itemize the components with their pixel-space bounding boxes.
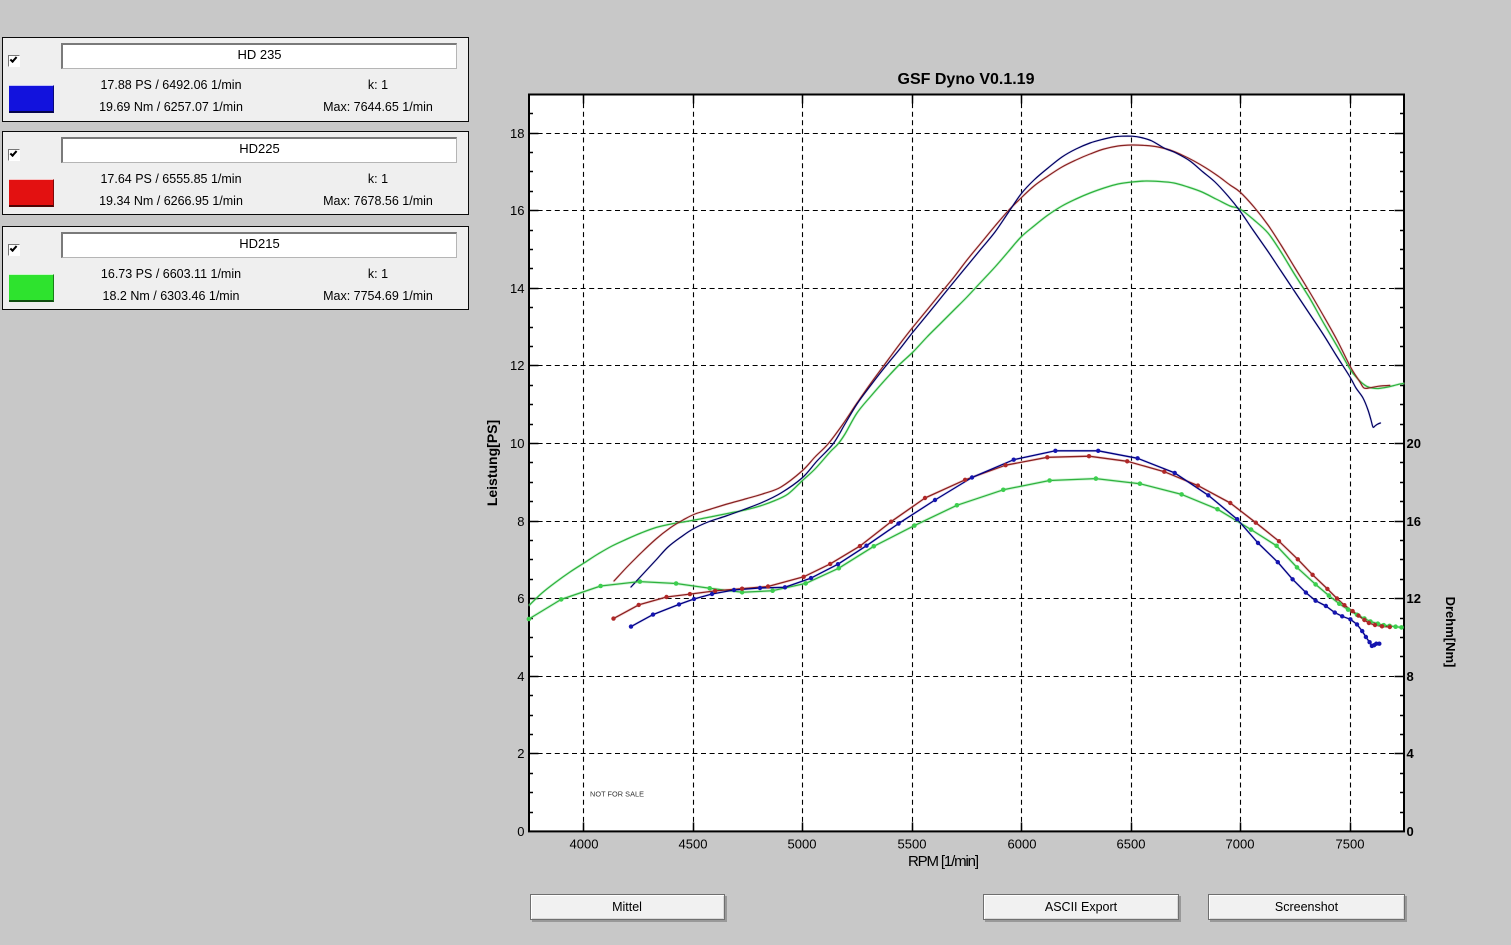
svg-text:16: 16 (510, 203, 524, 218)
svg-text:5500: 5500 (898, 837, 927, 852)
svg-text:10: 10 (510, 436, 524, 451)
svg-text:18: 18 (510, 126, 524, 141)
svg-text:Leistung[PS]: Leistung[PS] (484, 420, 500, 506)
svg-text:7000: 7000 (1226, 837, 1255, 852)
svg-text:12: 12 (1407, 591, 1421, 606)
svg-text:12: 12 (510, 358, 524, 373)
svg-text:20: 20 (1407, 436, 1421, 451)
svg-text:4500: 4500 (679, 837, 708, 852)
svg-text:RPM [1/min]: RPM [1/min] (908, 853, 979, 870)
svg-text:6500: 6500 (1117, 837, 1146, 852)
svg-text:NOT FOR SALE: NOT FOR SALE (590, 790, 644, 799)
svg-text:0: 0 (517, 824, 524, 839)
svg-text:GSF Dyno V0.1.19: GSF Dyno V0.1.19 (898, 71, 1035, 88)
svg-text:8: 8 (517, 514, 524, 529)
svg-text:16: 16 (1407, 514, 1421, 529)
svg-text:4: 4 (517, 669, 524, 684)
svg-text:4: 4 (1407, 746, 1415, 761)
svg-text:5000: 5000 (788, 837, 817, 852)
svg-text:14: 14 (510, 281, 524, 296)
svg-text:6: 6 (517, 591, 524, 606)
svg-text:4000: 4000 (570, 837, 599, 852)
svg-text:8: 8 (1407, 669, 1414, 684)
svg-text:6000: 6000 (1008, 837, 1037, 852)
svg-text:0: 0 (1407, 824, 1414, 839)
svg-text:7500: 7500 (1336, 837, 1365, 852)
svg-text:Drehm[Nm]: Drehm[Nm] (1443, 597, 1458, 668)
svg-text:2: 2 (517, 746, 524, 761)
